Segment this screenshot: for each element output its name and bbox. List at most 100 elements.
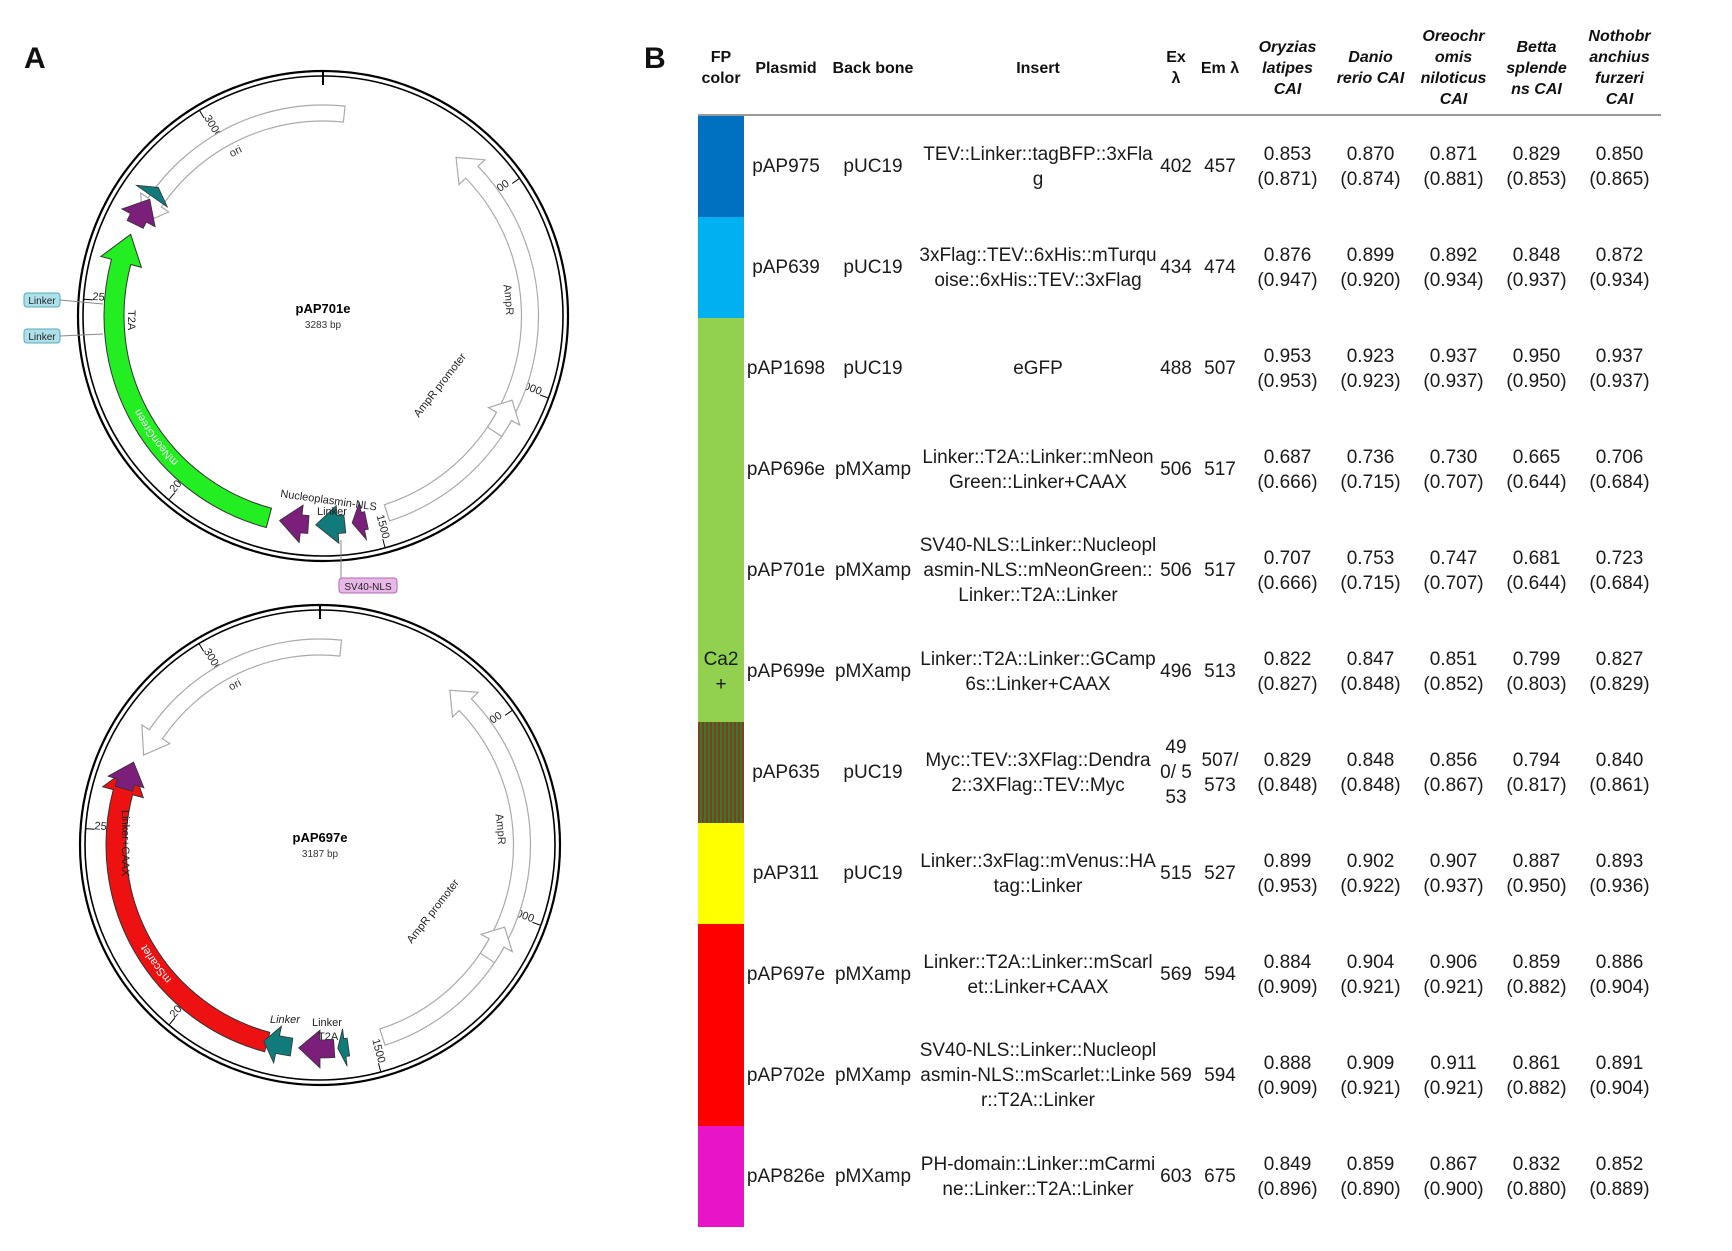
cai-value: 0.872 bbox=[1595, 244, 1644, 266]
cai-value: 0.892 bbox=[1429, 244, 1478, 266]
cai-cell: 0.799 (0.803) bbox=[1495, 621, 1578, 722]
cai-optimized-value: (0.871) bbox=[1257, 168, 1318, 190]
plasmid-cell: pAP639 bbox=[752, 257, 820, 278]
cai-optimized-value: (0.644) bbox=[1506, 471, 1567, 493]
tick-mark bbox=[85, 828, 95, 830]
tick-mark bbox=[168, 1017, 176, 1026]
sv40-nls-arrow bbox=[351, 501, 369, 542]
ex-cell: 490/ 553 bbox=[1160, 737, 1192, 808]
cai-optimized-value: (0.666) bbox=[1257, 572, 1318, 594]
cai-optimized-value: (0.882) bbox=[1506, 1077, 1567, 1099]
cai-cell: 0.747 (0.707) bbox=[1412, 520, 1495, 621]
cai-optimized-value: (0.937) bbox=[1423, 875, 1484, 897]
cai-value: 0.867 bbox=[1429, 1153, 1478, 1175]
header-backbone: Back bone bbox=[832, 59, 914, 77]
ampr-promoter-arrow bbox=[486, 399, 521, 438]
em-cell: 527 bbox=[1204, 863, 1236, 884]
cai-value: 0.906 bbox=[1429, 951, 1478, 973]
ex-cell: 506 bbox=[1160, 459, 1192, 480]
cai-optimized-value: (0.848) bbox=[1340, 774, 1401, 796]
cai-optimized-value: (0.934) bbox=[1423, 269, 1484, 291]
cai-optimized-value: (0.852) bbox=[1423, 673, 1484, 695]
cai-cell: 0.893 (0.936) bbox=[1578, 823, 1661, 924]
table-row: pAP696e pMXamp Linker::T2A::Linker::mNeonG… bbox=[698, 419, 1661, 520]
cai-cell: 0.906 (0.921) bbox=[1412, 924, 1495, 1025]
table-row: pAP1698 pUC19 eGFP 488 507 0.953 (0.953) 0.923 (… bbox=[698, 318, 1661, 419]
cai-cell: 0.867 (0.900) bbox=[1412, 1126, 1495, 1227]
table-row: pAP702e pMXamp SV40-NLS::Linker::Nucleopla… bbox=[698, 1025, 1661, 1126]
cai-cell: 0.859 (0.890) bbox=[1329, 1126, 1412, 1227]
cai-value: 0.687 bbox=[1263, 446, 1312, 468]
fp-color-swatch bbox=[698, 1126, 744, 1227]
cai-optimized-value: (0.900) bbox=[1423, 1178, 1484, 1200]
cai-value: 0.706 bbox=[1595, 446, 1644, 468]
plasmid-name: pAP697e bbox=[293, 830, 348, 845]
cai-optimized-value: (0.909) bbox=[1257, 976, 1318, 998]
fp-color-swatch: Ca2+ bbox=[698, 621, 744, 722]
cai-cell: 0.937 (0.937) bbox=[1578, 318, 1661, 419]
cai-value: 0.850 bbox=[1595, 143, 1644, 165]
cai-optimized-value: (0.936) bbox=[1589, 875, 1650, 897]
cai-cell: 0.852 (0.889) bbox=[1578, 1126, 1661, 1227]
cai-value: 0.829 bbox=[1263, 749, 1312, 771]
insert-cell: Linker::T2A::Linker::GCamp6s::Linker+CAA… bbox=[920, 648, 1156, 695]
linker-box-top-label: Linker bbox=[28, 296, 56, 307]
cai-value: 0.799 bbox=[1512, 648, 1561, 670]
cai-cell: 0.937 (0.937) bbox=[1412, 318, 1495, 419]
cai-cell: 0.888 (0.909) bbox=[1246, 1025, 1329, 1126]
header-cai-nothobranchius: Nothobr anchius furzeri CAI bbox=[1588, 28, 1651, 108]
table-row: pAP311 pUC19 Linker::3xFlag::mVenus::HAtag… bbox=[698, 823, 1661, 924]
cai-cell: 0.870 (0.874) bbox=[1329, 115, 1412, 217]
linker-leader-bottom bbox=[59, 333, 104, 337]
cai-cell: 0.911 (0.921) bbox=[1412, 1025, 1495, 1126]
insert-cell: PH-domain::Linker::mCarmine::Linker::T2A… bbox=[920, 1153, 1156, 1200]
cai-cell: 0.950 (0.950) bbox=[1495, 318, 1578, 419]
cai-value: 0.856 bbox=[1429, 749, 1478, 771]
backbone-inner-ring bbox=[82, 75, 564, 557]
cai-value: 0.904 bbox=[1346, 951, 1395, 973]
nucleoplasmin-nls-arrow bbox=[278, 504, 310, 544]
table-row: pAP826e pMXamp PH-domain::Linker::mCarmine… bbox=[698, 1126, 1661, 1227]
cai-value: 0.859 bbox=[1512, 951, 1561, 973]
cai-value: 0.665 bbox=[1512, 446, 1561, 468]
backbone-cell: pUC19 bbox=[843, 863, 903, 884]
plasmid-cell: pAP826e bbox=[746, 1166, 826, 1187]
em-cell: 517 bbox=[1204, 459, 1236, 480]
tick-mark bbox=[83, 298, 93, 301]
cai-cell: 0.840 (0.861) bbox=[1578, 722, 1661, 823]
cai-value: 0.902 bbox=[1346, 850, 1395, 872]
caax-label: Linker+CAAX bbox=[119, 810, 131, 877]
header-em: Em λ bbox=[1200, 59, 1240, 77]
backbone-cell: pMXamp bbox=[834, 560, 912, 581]
cai-cell: 0.909 (0.921) bbox=[1329, 1025, 1412, 1126]
em-cell: 507 bbox=[1204, 358, 1236, 379]
plasmid-maps: 50010001500200025003000oriAmpRAmpR promo… bbox=[23, 69, 570, 1087]
fp-color-swatch bbox=[698, 115, 744, 217]
cai-cell: 0.859 (0.882) bbox=[1495, 924, 1578, 1025]
em-cell: 513 bbox=[1204, 661, 1236, 682]
cai-cell: 0.706 (0.684) bbox=[1578, 419, 1661, 520]
backbone-cell: pMXamp bbox=[834, 1166, 912, 1187]
cai-value: 0.861 bbox=[1512, 1052, 1561, 1074]
cai-value: 0.794 bbox=[1512, 749, 1561, 771]
cai-value: 0.893 bbox=[1595, 850, 1644, 872]
table-row: pAP639 pUC19 3xFlag::TEV::6xHis::mTurquois… bbox=[698, 217, 1661, 318]
backbone-cell: pUC19 bbox=[843, 762, 903, 783]
cai-optimized-value: (0.947) bbox=[1257, 269, 1318, 291]
cai-optimized-value: (0.921) bbox=[1340, 1077, 1401, 1099]
cai-value: 0.847 bbox=[1346, 648, 1395, 670]
cai-value: 0.899 bbox=[1263, 850, 1312, 872]
cai-value: 0.852 bbox=[1595, 1153, 1644, 1175]
ampr-promoter-label: AmpR promoter bbox=[405, 877, 462, 946]
cai-optimized-value: (0.921) bbox=[1423, 1077, 1484, 1099]
cai-optimized-value: (0.950) bbox=[1506, 370, 1567, 392]
cai-cell: 0.829 (0.848) bbox=[1246, 722, 1329, 823]
cai-optimized-value: (0.909) bbox=[1257, 1077, 1318, 1099]
ampr-label: AmpR bbox=[500, 284, 515, 316]
cai-value: 0.909 bbox=[1346, 1052, 1395, 1074]
cai-value: 0.937 bbox=[1595, 345, 1644, 367]
plasmid-name: pAP701e bbox=[296, 301, 351, 316]
insert-cell: SV40-NLS::Linker::Nucleoplasmin-NLS::mNe… bbox=[919, 535, 1157, 606]
fp-table: FP color Plasmid Back bone Insert Ex λ E… bbox=[698, 22, 1661, 1227]
cai-optimized-value: (0.829) bbox=[1589, 673, 1650, 695]
